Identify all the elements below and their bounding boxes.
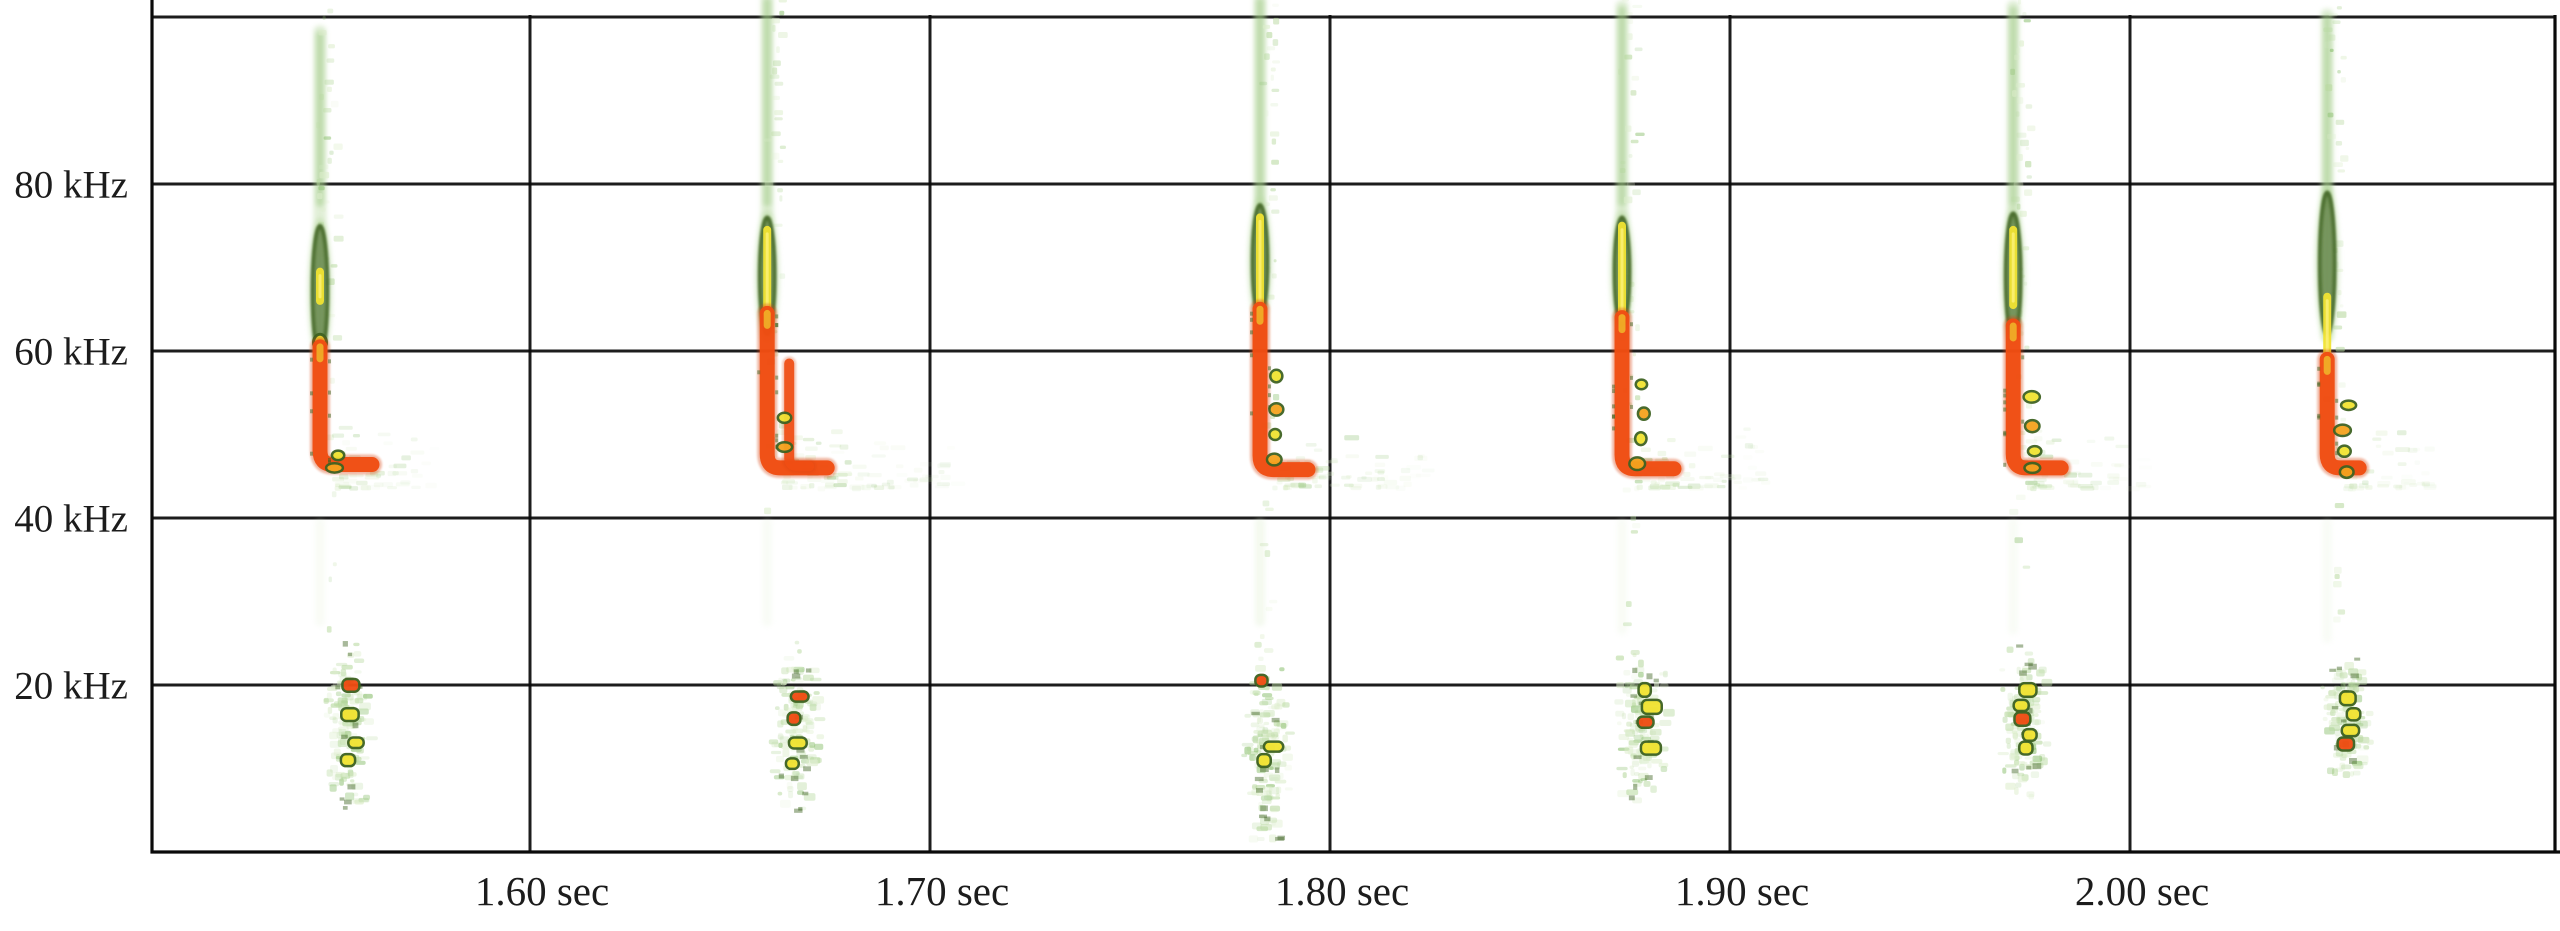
y-axis-tick-label: 40 kHz [14, 497, 128, 540]
grid-layer [150, 0, 2560, 854]
call-pulse-2 [755, 0, 966, 813]
x-axis-tick-label: 2.00 sec [2075, 868, 2209, 914]
pulse-layer [308, 0, 2437, 843]
y-axis-tick-label: 60 kHz [14, 330, 128, 373]
call-pulse-4 [1610, 0, 1771, 804]
x-axis-tick-label: 1.90 sec [1675, 868, 1809, 914]
x-axis-tick-label: 1.80 sec [1275, 868, 1409, 914]
y-axis-tick-label: 20 kHz [14, 664, 128, 707]
call-pulse-6 [2315, 6, 2437, 778]
call-pulse-5 [1997, 0, 2153, 800]
axis-label-layer: 80 kHz 60 kHz 40 kHz 20 kHz 1.60 sec 1.70 sec… [14, 163, 2209, 914]
call-pulse-3 [1241, 0, 1435, 843]
x-axis-tick-label: 1.70 sec [875, 868, 1009, 914]
y-axis-tick-label: 80 kHz [14, 163, 128, 206]
call-pulse-1 [308, 8, 440, 810]
x-axis-tick-label: 1.60 sec [475, 868, 609, 914]
